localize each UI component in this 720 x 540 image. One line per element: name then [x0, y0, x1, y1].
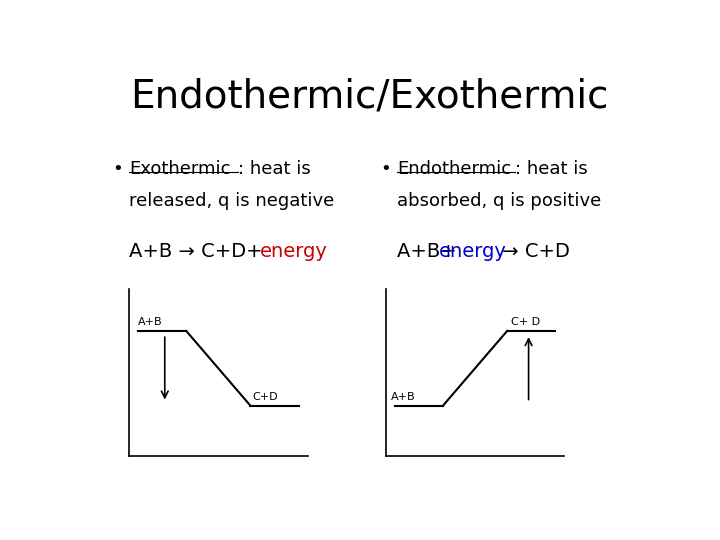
Text: energy: energy [438, 241, 507, 260]
Text: → C+D: → C+D [496, 241, 570, 260]
Text: •: • [380, 160, 391, 178]
Text: A+B → C+D+: A+B → C+D+ [129, 241, 269, 260]
Text: A+B+: A+B+ [397, 241, 463, 260]
Text: Endothermic/Exothermic: Endothermic/Exothermic [130, 77, 608, 115]
Text: Endothermic: Endothermic [397, 160, 511, 178]
Text: Exothermic: Exothermic [129, 160, 230, 178]
Text: •: • [112, 160, 123, 178]
Text: energy: energy [260, 241, 328, 260]
Text: : heat is: : heat is [238, 160, 310, 178]
Text: released, q is negative: released, q is negative [129, 192, 334, 210]
Text: : heat is: : heat is [516, 160, 588, 178]
Text: absorbed, q is positive: absorbed, q is positive [397, 192, 601, 210]
